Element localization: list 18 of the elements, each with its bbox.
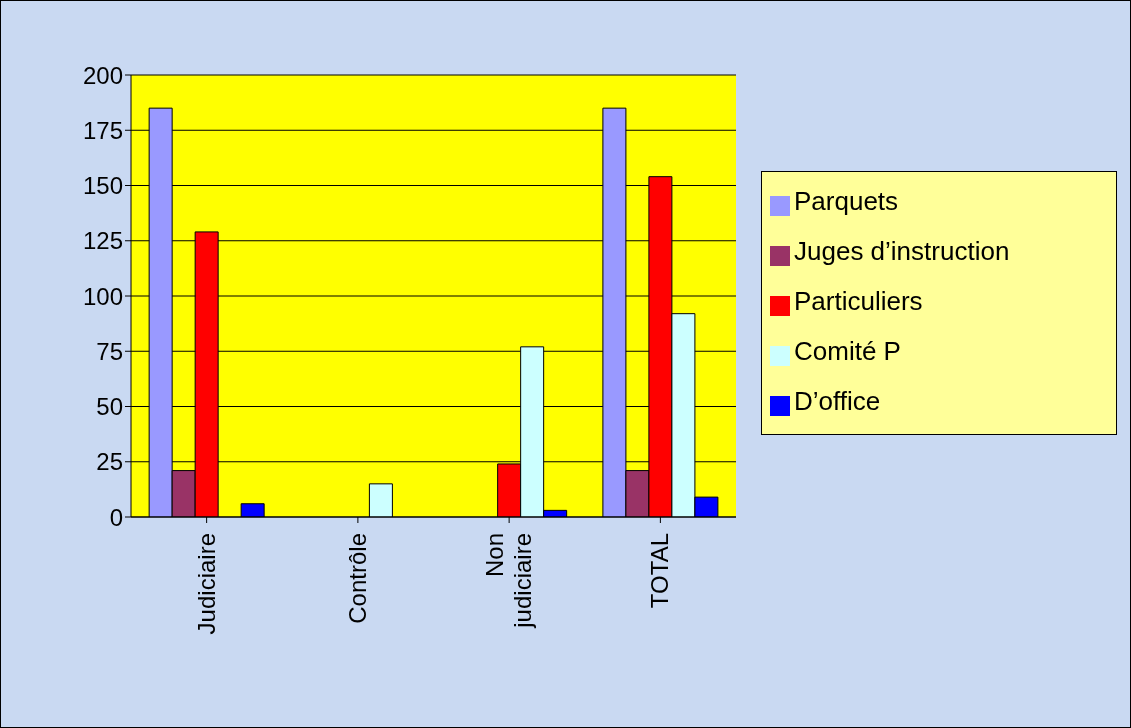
x-tick-label: Contrôle [343, 533, 371, 624]
legend-label: Particuliers [794, 286, 923, 316]
y-tick-label: 50 [96, 393, 123, 421]
x-tick-label: Judiciaire [192, 533, 220, 635]
legend-label: Parquets [794, 186, 899, 216]
x-tick-label: TOTAL [646, 533, 674, 609]
legend-label: Juges d’instruction [794, 236, 1010, 266]
legend-label: Comité P [794, 336, 901, 366]
legend-label: D’office [794, 386, 881, 416]
y-tick-label: 125 [82, 227, 123, 255]
y-tick-label: 0 [109, 503, 123, 531]
y-tick-label: 100 [82, 282, 123, 310]
x-tick-label: Non judiciaire [481, 533, 537, 629]
y-tick-label: 175 [82, 116, 123, 144]
y-tick-label: 200 [82, 61, 123, 89]
y-tick-label: 75 [96, 337, 123, 365]
y-tick-label: 25 [96, 448, 123, 476]
y-tick-label: 150 [82, 172, 123, 200]
